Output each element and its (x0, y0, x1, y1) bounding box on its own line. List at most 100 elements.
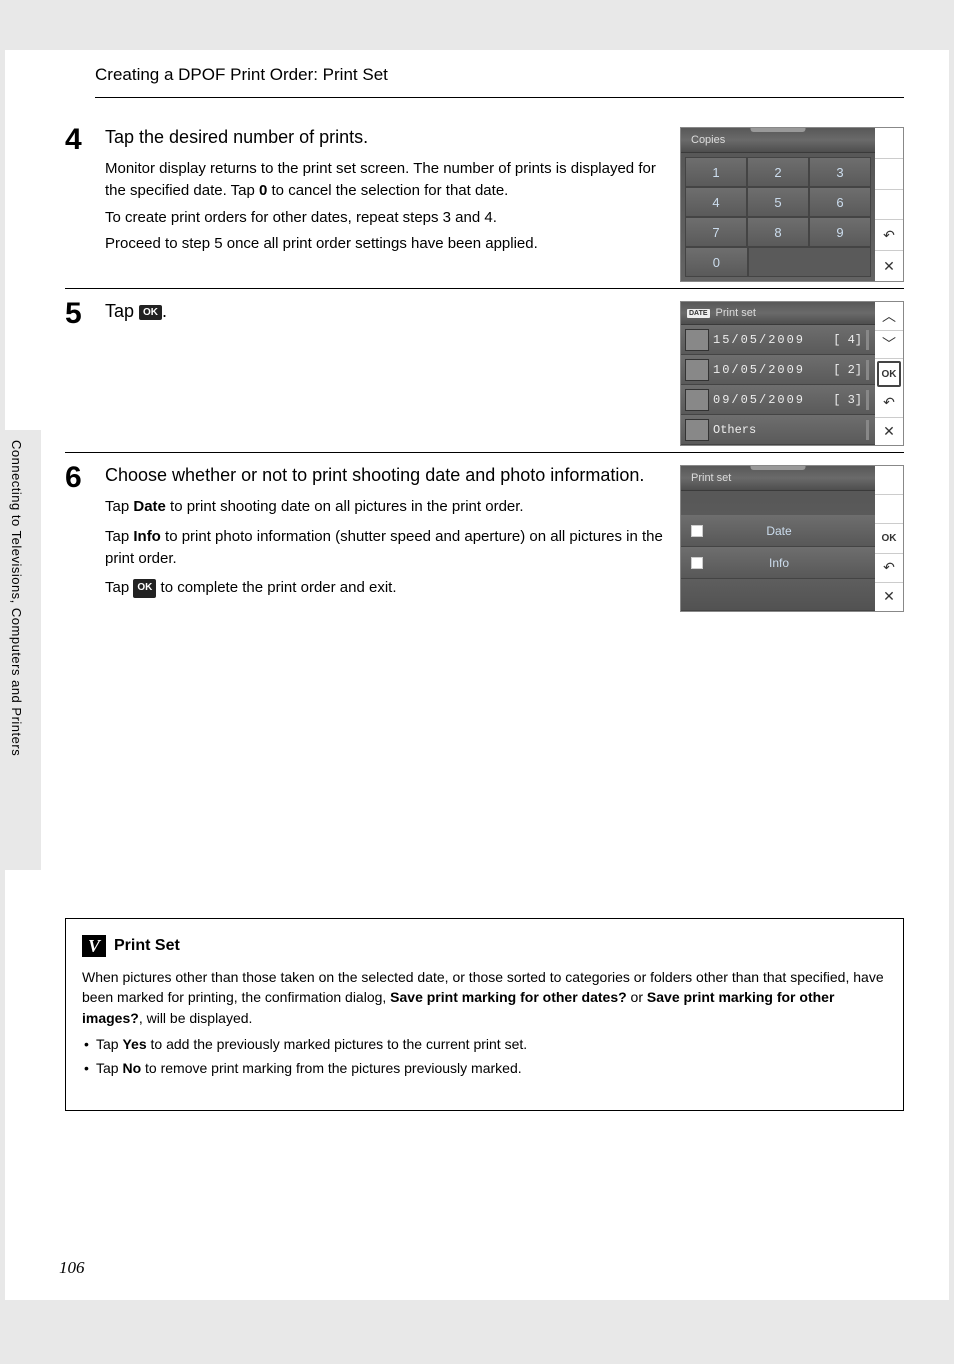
s4-p2: To create print orders for other dates, … (105, 207, 670, 229)
s6-p3b: to complete the print order and exit. (156, 579, 396, 596)
side-blank (875, 495, 903, 524)
option-info-row[interactable]: Info (681, 547, 875, 579)
step-6-content: Choose whether or not to print shooting … (105, 461, 680, 612)
printset-row[interactable]: 10/05/2009 [ 2] (681, 355, 875, 385)
step-6-title: Choose whether or not to print shooting … (105, 465, 670, 486)
note-body: When pictures other than those taken on … (82, 967, 887, 1078)
page: Creating a DPOF Print Order: Print Set C… (5, 50, 949, 1300)
thumbnail-icon (685, 419, 709, 441)
row-count: [ 3] (833, 393, 862, 407)
key-2[interactable]: 2 (747, 157, 809, 187)
note-v-icon: V (82, 935, 106, 957)
others-label: Others (713, 423, 862, 437)
key-7[interactable]: 7 (685, 217, 747, 247)
printset-screen: DATE Print set 15/05/2009 [ 4] 10/05/200… (680, 301, 904, 446)
options-header: Print set (681, 466, 875, 491)
back-icon[interactable]: ↶ (875, 389, 903, 418)
scrollbar-track (866, 390, 869, 410)
step-6: 6 Choose whether or not to print shootin… (65, 461, 904, 618)
step-4-screenshot: Copies 1 2 3 4 5 6 7 (680, 123, 904, 282)
thumbnail-icon (685, 359, 709, 381)
s6-p2c: to print photo information (shutter spee… (105, 528, 663, 567)
printset-main: DATE Print set 15/05/2009 [ 4] 10/05/200… (681, 302, 875, 445)
ok-icon: OK (133, 579, 156, 598)
side-blank (875, 128, 903, 159)
s6-p1a: Tap (105, 498, 133, 515)
key-8[interactable]: 8 (747, 217, 809, 247)
header-title: Creating a DPOF Print Order: Print Set (95, 65, 904, 98)
key-5[interactable]: 5 (747, 187, 809, 217)
s4-p1c: to cancel the selection for that date. (267, 182, 508, 199)
step-6-number: 6 (65, 461, 105, 612)
step-5-title: Tap OK. (105, 301, 670, 322)
sidebar-label: Connecting to Televisions, Computers and… (0, 430, 38, 766)
back-icon[interactable]: ↶ (875, 220, 903, 251)
step-5-content: Tap OK. (105, 297, 680, 446)
key-1[interactable]: 1 (685, 157, 747, 187)
thumbnail-icon (685, 329, 709, 351)
copies-main: Copies 1 2 3 4 5 6 7 (681, 128, 875, 281)
printset-row[interactable]: 09/05/2009 [ 3] (681, 385, 875, 415)
step-5-number: 5 (65, 297, 105, 446)
key-3[interactable]: 3 (809, 157, 871, 187)
step-4-number: 4 (65, 123, 105, 282)
printset-title: Print set (716, 307, 756, 319)
row-date: 09/05/2009 (713, 393, 829, 407)
scrollbar-track (866, 330, 869, 350)
scrollbar-track (866, 420, 869, 440)
key-9[interactable]: 9 (809, 217, 871, 247)
step-6-body: Tap Date to print shooting date on all p… (105, 496, 670, 599)
key-4[interactable]: 4 (685, 187, 747, 217)
note-header: V Print Set (82, 935, 887, 957)
side-blank (875, 466, 903, 495)
step-6-screenshot: Print set Date Info (680, 461, 904, 612)
option-empty-row (681, 579, 875, 611)
s5-suffix: . (162, 301, 167, 321)
note-li1: Tap Yes to add the previously marked pic… (82, 1034, 887, 1054)
printset-others-row[interactable]: Others (681, 415, 875, 445)
row-count: [ 4] (833, 333, 862, 347)
printset-header: DATE Print set (681, 302, 875, 325)
s6-p1b: Date (133, 498, 166, 515)
s6-p3a: Tap (105, 579, 133, 596)
key-6[interactable]: 6 (809, 187, 871, 217)
note-title: Print Set (114, 937, 180, 955)
close-icon[interactable]: ✕ (875, 251, 903, 281)
options-screen: Print set Date Info (680, 465, 904, 612)
options-body: Date Info (681, 491, 875, 611)
sidebar-tab: Connecting to Televisions, Computers and… (0, 430, 41, 870)
s6-p2b: Info (133, 528, 161, 545)
side-blank (875, 159, 903, 190)
row-date: 10/05/2009 (713, 363, 829, 377)
ok-button[interactable]: OK (875, 524, 903, 553)
page-number: 106 (59, 1258, 85, 1278)
s6-p1c: to print shooting date on all pictures i… (166, 498, 524, 515)
printset-row[interactable]: 15/05/2009 [ 4] (681, 325, 875, 355)
close-icon[interactable]: ✕ (875, 418, 903, 446)
key-0[interactable]: 0 (685, 247, 748, 277)
step-4: 4 Tap the desired number of prints. Moni… (65, 123, 904, 289)
scroll-down-icon[interactable]: ﹀ (875, 331, 903, 360)
printset-sidebar: ︿ ﹀ OK ↶ ✕ (875, 302, 903, 445)
row-count: [ 2] (833, 363, 862, 377)
option-date-label: Date (743, 524, 865, 538)
copies-screen: Copies 1 2 3 4 5 6 7 (680, 127, 904, 282)
step-4-title: Tap the desired number of prints. (105, 127, 670, 148)
close-icon[interactable]: ✕ (875, 583, 903, 611)
row-date: 15/05/2009 (713, 333, 829, 347)
key-empty (748, 247, 871, 277)
step-4-content: Tap the desired number of prints. Monito… (105, 123, 680, 282)
checkbox-icon (691, 525, 703, 537)
scroll-up-icon[interactable]: ︿ (875, 302, 903, 331)
side-blank (875, 190, 903, 221)
note-box: V Print Set When pictures other than tho… (65, 918, 904, 1111)
step-5-screenshot: DATE Print set 15/05/2009 [ 4] 10/05/200… (680, 297, 904, 446)
thumbnail-icon (685, 389, 709, 411)
note-c: or (627, 989, 647, 1005)
note-b: Save print marking for other dates? (390, 989, 627, 1005)
scrollbar-track (866, 360, 869, 380)
date-badge-icon: DATE (687, 309, 710, 318)
option-date-row[interactable]: Date (681, 515, 875, 547)
ok-button[interactable]: OK (877, 361, 901, 387)
back-icon[interactable]: ↶ (875, 554, 903, 583)
